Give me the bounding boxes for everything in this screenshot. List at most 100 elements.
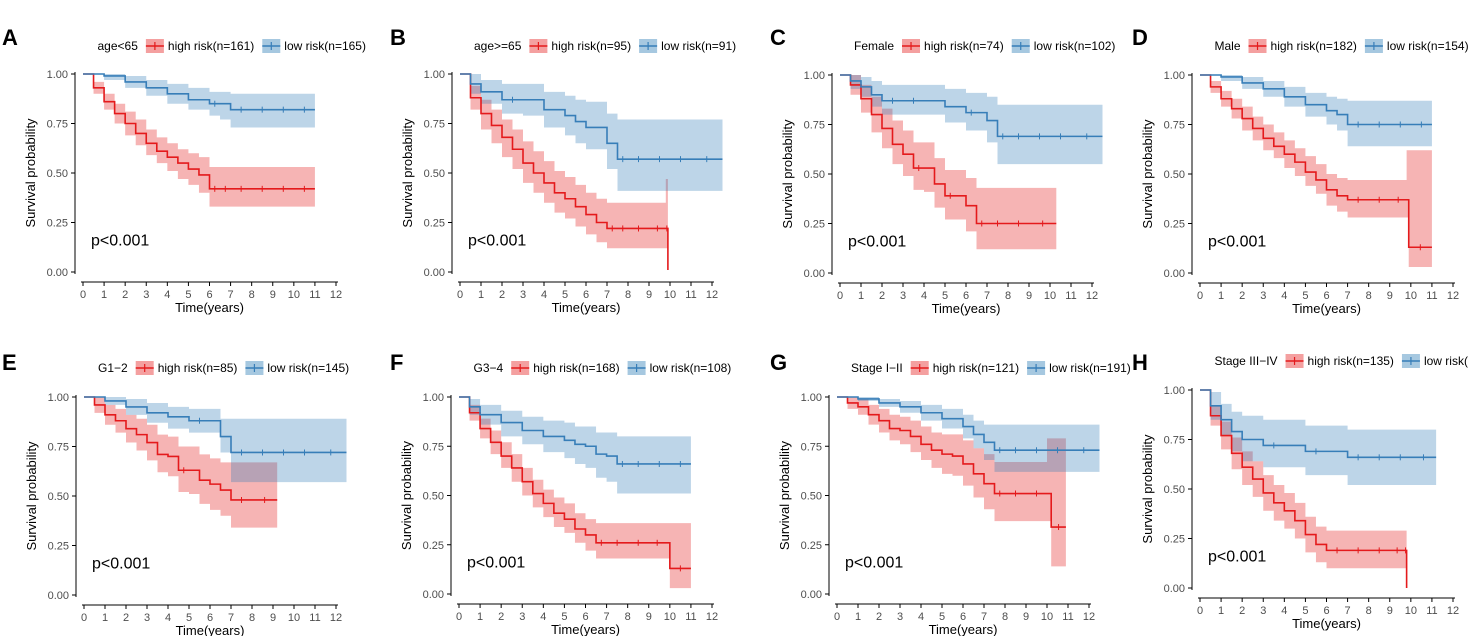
x-tick-label: 1 xyxy=(1218,290,1224,302)
survival-curve-high xyxy=(83,73,315,190)
x-tick-label: 0 xyxy=(837,290,843,302)
x-tick-label: 8 xyxy=(249,612,255,624)
x-tick-label: 12 xyxy=(1086,290,1098,302)
ci-band-high xyxy=(460,74,668,271)
x-tick-label: 2 xyxy=(122,289,128,301)
x-tick-label: 5 xyxy=(942,290,948,302)
ci-band-low xyxy=(1200,75,1432,147)
legend-label-low: low risk(n=154) xyxy=(1387,39,1468,53)
y-tick-label: 0.25 xyxy=(804,219,825,231)
survival-curve-high xyxy=(837,396,1066,528)
x-tick-label: 10 xyxy=(1405,290,1417,302)
x-tick-label: 10 xyxy=(664,611,676,623)
panel-letter: A xyxy=(2,25,18,50)
p-value: p<0.001 xyxy=(1208,233,1266,250)
x-axis-title: Time(years) xyxy=(932,301,1001,316)
p-value: p<0.001 xyxy=(1208,548,1266,565)
panel-letter: E xyxy=(2,350,17,375)
x-tick-label: 8 xyxy=(249,289,255,301)
legend-label-high: high risk(n=95) xyxy=(551,39,631,53)
ci-band-low xyxy=(1200,390,1437,486)
legend-label-low: low risk(n=102) xyxy=(1034,39,1116,53)
y-tick-label: 0.75 xyxy=(1164,435,1185,447)
x-tick-label: 5 xyxy=(185,289,191,301)
survival-curve-high xyxy=(460,73,669,271)
survival-curve-low xyxy=(840,74,1103,138)
x-tick-label: 2 xyxy=(498,611,504,623)
x-axis-title: Time(years) xyxy=(552,300,621,315)
legend-label-high: high risk(n=74) xyxy=(924,39,1004,53)
x-tick-label: 10 xyxy=(1041,611,1053,623)
y-tick-label: 0.00 xyxy=(48,590,69,602)
x-tick-label: 6 xyxy=(960,611,966,623)
survival-curve-low xyxy=(83,73,315,111)
legend: Male high risk(n=182) low risk(n=154) xyxy=(1215,39,1468,53)
x-tick-label: 4 xyxy=(165,612,171,624)
legend-label-high: high risk(n=135) xyxy=(1308,354,1394,368)
y-tick-label: 0.50 xyxy=(424,168,445,180)
legend-label-low: low risk(n=91) xyxy=(661,39,736,53)
x-tick-label: 5 xyxy=(1302,290,1308,302)
ci-band-high xyxy=(1200,75,1432,268)
y-tick-label: 0.00 xyxy=(1164,268,1185,280)
x-tick-label: 8 xyxy=(625,289,631,301)
x-tick-label: 4 xyxy=(1281,290,1287,302)
y-tick-label: 0.50 xyxy=(1164,484,1185,496)
y-tick-label: 0.75 xyxy=(1164,120,1185,132)
y-tick-label: 0.50 xyxy=(47,168,68,180)
legend-title: G3−4 xyxy=(474,361,504,375)
legend-title: Male xyxy=(1215,39,1241,53)
x-tick-label: 1 xyxy=(855,611,861,623)
panel-letter: C xyxy=(770,25,786,50)
x-tick-label: 2 xyxy=(879,290,885,302)
y-tick-label: 0.00 xyxy=(804,268,825,280)
y-tick-label: 0.25 xyxy=(47,218,68,230)
x-tick-label: 7 xyxy=(1345,605,1351,617)
x-tick-label: 6 xyxy=(963,290,969,302)
x-tick-label: 7 xyxy=(604,289,610,301)
x-tick-label: 9 xyxy=(270,289,276,301)
survival-curve-high xyxy=(1200,74,1432,249)
y-axis-title: Survival probability xyxy=(1140,119,1155,229)
x-tick-label: 5 xyxy=(1302,605,1308,617)
legend: G1−2 high risk(n=85) low risk(n=145) xyxy=(98,361,349,375)
x-tick-label: 0 xyxy=(1197,290,1203,302)
x-tick-label: 8 xyxy=(1366,290,1372,302)
y-tick-label: 0.75 xyxy=(48,442,69,454)
legend-title: Stage I−II xyxy=(851,361,903,375)
x-tick-label: 9 xyxy=(1387,605,1393,617)
survival-curve-low xyxy=(459,396,691,465)
ci-band-low xyxy=(83,74,315,128)
y-tick-label: 0.00 xyxy=(423,589,444,601)
y-tick-label: 0.00 xyxy=(424,267,445,279)
x-tick-label: 9 xyxy=(1387,290,1393,302)
x-tick-label: 3 xyxy=(144,612,150,624)
legend-label-low: low risk(n=165) xyxy=(284,39,366,53)
x-tick-label: 2 xyxy=(876,611,882,623)
x-tick-label: 12 xyxy=(330,289,342,301)
x-tick-label: 12 xyxy=(1083,611,1095,623)
x-tick-label: 11 xyxy=(685,289,696,301)
x-tick-label: 6 xyxy=(206,289,212,301)
x-axis-title: Time(years) xyxy=(176,623,245,636)
x-tick-label: 0 xyxy=(456,611,462,623)
legend: G3−4 high risk(n=168) low risk(n=108) xyxy=(474,361,731,375)
x-axis-title: Time(years) xyxy=(551,622,620,636)
survival-curve-low xyxy=(460,73,723,160)
x-tick-label: 0 xyxy=(834,611,840,623)
x-tick-label: 1 xyxy=(478,289,484,301)
p-value: p<0.001 xyxy=(91,232,149,249)
legend-title: age>=65 xyxy=(474,39,522,53)
y-tick-label: 0.25 xyxy=(423,540,444,552)
y-axis-title: Survival probability xyxy=(780,119,795,229)
y-tick-label: 0.75 xyxy=(424,119,445,131)
x-tick-label: 11 xyxy=(1426,605,1437,617)
x-tick-label: 5 xyxy=(561,611,567,623)
x-tick-label: 3 xyxy=(897,611,903,623)
legend-title: G1−2 xyxy=(98,361,128,375)
legend: Female high risk(n=74) low risk(n=102) xyxy=(854,39,1115,53)
y-tick-label: 0.50 xyxy=(423,491,444,503)
x-tick-label: 0 xyxy=(457,289,463,301)
y-tick-label: 1.00 xyxy=(1164,385,1185,397)
x-tick-label: 6 xyxy=(583,289,589,301)
